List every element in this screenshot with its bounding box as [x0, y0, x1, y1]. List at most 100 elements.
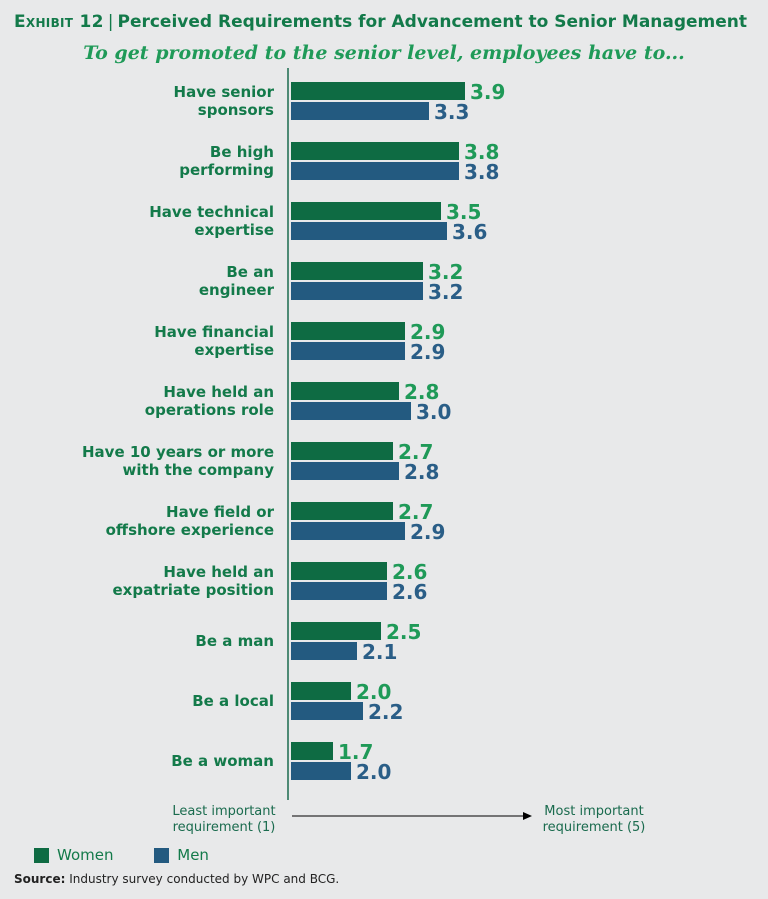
data-label-women: 2.6: [392, 560, 427, 584]
category-label-line: Have senior: [174, 83, 275, 101]
bar-men: [291, 402, 411, 420]
scale-arrow-head: [523, 812, 532, 820]
bar-men: [291, 282, 423, 300]
data-label-women: 2.5: [386, 620, 421, 644]
exhibit-number: Exhibit 12: [14, 12, 104, 32]
data-label-men: 3.3: [434, 100, 469, 124]
category-label: Be a local: [192, 692, 274, 710]
data-label-women: 2.0: [356, 680, 391, 704]
bar-men: [291, 102, 429, 120]
category-label-line: Have held an: [163, 383, 274, 401]
bar-men: [291, 582, 387, 600]
bar-men: [291, 462, 399, 480]
scale-label-least: Least important requirement (1): [158, 804, 290, 836]
category-label: Have technical expertise: [149, 203, 274, 239]
scale-label-least-line1: Least important: [172, 804, 276, 819]
data-label-women: 3.5: [446, 200, 481, 224]
category-label-line: sponsors: [198, 101, 274, 119]
category-label-line: Be high: [210, 143, 274, 161]
data-label-men: 2.9: [410, 520, 445, 544]
category-label-line: expatriate position: [112, 581, 274, 599]
bars-group: Have senior sponsors 3.93.3 Be high performi…: [82, 80, 505, 784]
category-label: Have held an operations role: [145, 383, 274, 419]
exhibit-header: Exhibit 12 | Perceived Requirements for Ad…: [14, 12, 754, 32]
data-label-men: 2.2: [368, 700, 403, 724]
bar-men: [291, 642, 357, 660]
legend-item-women: Women: [34, 846, 113, 864]
scale-label-most-line2: requirement (5): [542, 820, 646, 835]
bar-women: [291, 562, 387, 580]
category-label-line: Have technical: [149, 203, 274, 221]
category-label: Be a man: [195, 632, 274, 650]
data-label-men: 3.2: [428, 280, 463, 304]
category-label-line: offshore experience: [106, 521, 274, 539]
bar-men: [291, 162, 459, 180]
legend-swatch-men: [154, 847, 170, 863]
category-label: Be an engineer: [199, 263, 275, 299]
data-label-women: 3.9: [470, 80, 505, 104]
chart-legend: Women Men: [34, 846, 245, 867]
bar-women: [291, 682, 351, 700]
category-label-line: Have financial: [154, 323, 274, 341]
category-label-line: expertise: [194, 221, 274, 239]
data-label-women: 2.7: [398, 440, 433, 464]
chart-title: Perceived Requirements for Advancement t…: [117, 12, 748, 32]
data-label-women: 2.7: [398, 500, 433, 524]
scale-label-least-line2: requirement (1): [172, 820, 276, 835]
data-label-women: 1.7: [338, 740, 373, 764]
data-label-men: 2.8: [404, 460, 439, 484]
data-label-men: 2.6: [392, 580, 427, 604]
chart-subtitle: To get promoted to the senior level, emp…: [83, 42, 685, 64]
bar-women: [291, 202, 441, 220]
category-label-line: engineer: [199, 281, 275, 299]
source-label: Source:: [14, 872, 66, 886]
category-label: Have field or offshore experience: [106, 503, 275, 539]
data-label-women: 2.9: [410, 320, 445, 344]
category-label-line: Have 10 years or more: [82, 443, 274, 461]
header-separator: |: [107, 12, 114, 32]
bar-men: [291, 222, 447, 240]
data-label-women: 3.8: [464, 140, 499, 164]
bar-women: [291, 82, 465, 100]
data-label-men: 2.1: [362, 640, 397, 664]
category-label-line: Be an: [226, 263, 274, 281]
legend-swatch-women: [34, 847, 49, 863]
bar-women: [291, 622, 381, 640]
category-label-line: Be a man: [195, 632, 274, 650]
category-label: Have held an expatriate position: [112, 563, 274, 599]
legend-label-women: Women: [57, 846, 114, 864]
category-label-line: Be a local: [192, 692, 274, 710]
category-label-line: operations role: [145, 401, 274, 419]
category-label: Have 10 years or more with the company: [82, 443, 274, 479]
category-label: Be a woman: [171, 752, 274, 770]
category-label: Be high performing: [179, 143, 274, 179]
bar-women: [291, 382, 399, 400]
legend-item-men: Men: [154, 846, 209, 864]
category-label: Have senior sponsors: [174, 83, 275, 119]
scale-label-most-line1: Most important: [544, 804, 644, 819]
category-label: Have financial expertise: [154, 323, 274, 359]
bar-men: [291, 342, 405, 360]
category-label-line: Have held an: [163, 563, 274, 581]
bar-women: [291, 502, 393, 520]
bar-women: [291, 262, 423, 280]
data-label-women: 2.8: [404, 380, 439, 404]
bar-women: [291, 742, 333, 760]
scale-label-most: Most important requirement (5): [530, 804, 658, 836]
data-label-men: 3.0: [416, 400, 451, 424]
bar-women: [291, 142, 459, 160]
data-label-men: 2.0: [356, 760, 391, 784]
category-label-line: expertise: [194, 341, 274, 359]
data-label-men: 2.9: [410, 340, 445, 364]
bar-men: [291, 522, 405, 540]
bar-women: [291, 322, 405, 340]
legend-label-men: Men: [177, 846, 209, 864]
category-label-line: Have field or: [166, 503, 275, 521]
data-label-men: 3.6: [452, 220, 487, 244]
category-label-line: performing: [179, 161, 274, 179]
data-label-men: 3.8: [464, 160, 499, 184]
bar-women: [291, 442, 393, 460]
category-label-line: with the company: [123, 461, 275, 479]
data-label-women: 3.2: [428, 260, 463, 284]
